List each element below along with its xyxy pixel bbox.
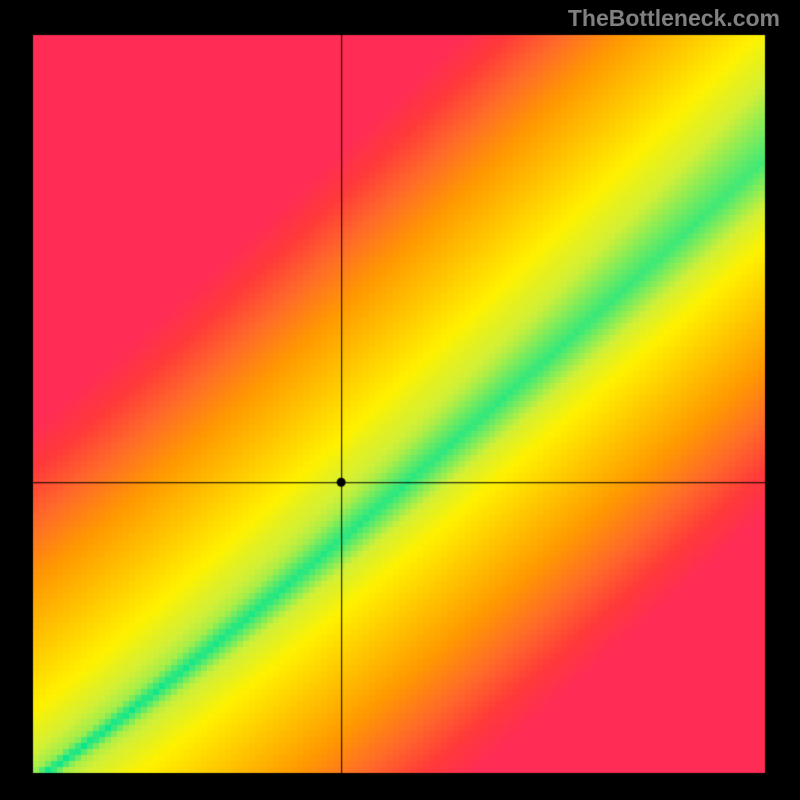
bottleneck-heatmap	[0, 0, 800, 800]
chart-container: TheBottleneck.com	[0, 0, 800, 800]
watermark-text: TheBottleneck.com	[568, 5, 780, 32]
